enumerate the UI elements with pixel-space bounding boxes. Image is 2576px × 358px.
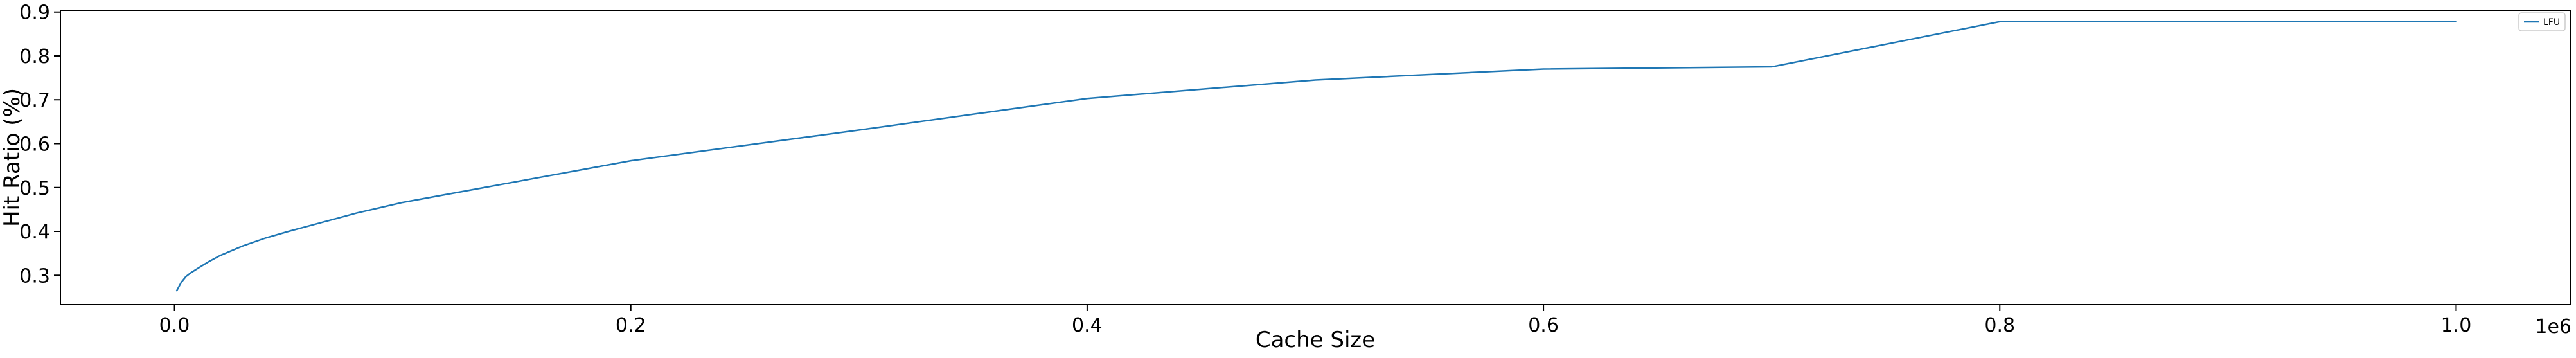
y-tick-label: 0.4 bbox=[19, 221, 50, 244]
x-tick-label: 0.8 bbox=[1984, 314, 2015, 337]
x-axis-label: Cache Size bbox=[1256, 327, 1375, 353]
y-tick-label: 0.5 bbox=[19, 177, 50, 200]
x-tick-label: 0.6 bbox=[1528, 314, 1559, 337]
legend-box bbox=[2518, 12, 2566, 31]
x-axis-scale-label: 1e6 bbox=[2535, 316, 2572, 338]
y-tick-label: 0.3 bbox=[19, 265, 50, 287]
plot-area bbox=[175, 21, 2457, 292]
y-tick-label: 0.6 bbox=[19, 133, 50, 156]
series-line-lfu bbox=[175, 21, 2457, 292]
x-tick-label: 0.0 bbox=[159, 314, 190, 337]
x-tick-label: 0.2 bbox=[616, 314, 646, 337]
y-tick-label: 0.7 bbox=[19, 89, 50, 112]
y-tick-label: 0.8 bbox=[19, 46, 50, 68]
y-axis-label: Hit Ratio (%) bbox=[0, 88, 25, 227]
y-axis: 0.3 0.4 0.5 0.6 0.7 0.8 0.9 bbox=[19, 2, 60, 287]
plot-frame bbox=[60, 10, 2571, 305]
y-tick-label: 0.9 bbox=[19, 2, 50, 24]
x-axis: 0.0 0.2 0.4 0.6 0.8 1.0 bbox=[159, 305, 2472, 337]
legend: LFU bbox=[2518, 12, 2566, 31]
legend-label-lfu: LFU bbox=[2543, 17, 2560, 28]
x-tick-label: 0.4 bbox=[1072, 314, 1103, 337]
x-tick-label: 1.0 bbox=[2441, 314, 2472, 337]
